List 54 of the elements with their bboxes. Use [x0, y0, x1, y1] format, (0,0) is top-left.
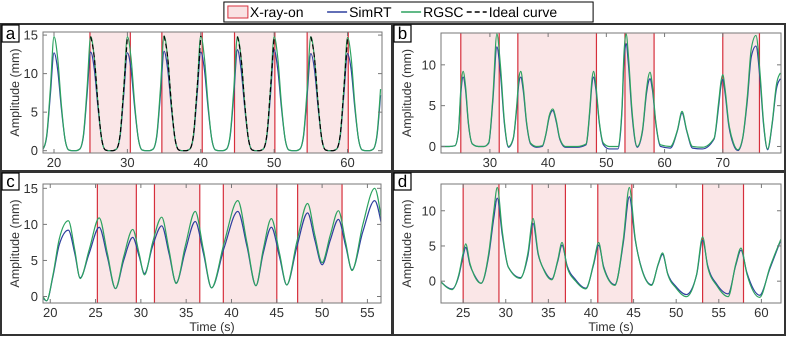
x-tick-label: 30 [498, 305, 513, 320]
y-tick-label: 10 [24, 216, 38, 232]
x-tick-label: 50 [668, 305, 684, 320]
y-tick-label: 0 [30, 143, 38, 158]
chart-title: a [6, 24, 16, 43]
x-tick-label: 60 [657, 155, 672, 170]
x-tick-label: 60 [754, 305, 769, 320]
x-tick-label: 60 [340, 155, 355, 170]
x-tick-label: 30 [120, 155, 135, 170]
x-tick-label: 50 [599, 155, 614, 170]
x-axis-title: Time (s) [189, 320, 235, 334]
x-tick-label: 20 [46, 155, 62, 170]
x-tick-label: 45 [626, 305, 641, 320]
y-axis-title: Amplitude (mm) [400, 199, 414, 288]
y-tick-label: 0 [30, 289, 38, 304]
x-tick-label: 35 [541, 305, 556, 320]
y-tick-label: 5 [30, 104, 38, 120]
x-tick-label: 30 [482, 155, 498, 170]
legend-label: RGSC [423, 4, 464, 20]
x-tick-label: 35 [178, 305, 194, 320]
x-tick-label: 40 [224, 305, 239, 320]
y-axis-title: Amplitude (mm) [8, 199, 22, 288]
y-axis-title: Amplitude (mm) [400, 48, 414, 138]
chart-title: c [6, 172, 16, 191]
y-tick-label: 10 [422, 57, 436, 72]
chart-title: d [398, 172, 408, 191]
y-axis-title: Amplitude (mm) [8, 48, 22, 137]
x-tick-label: 40 [584, 305, 598, 320]
x-tick-label: 25 [88, 305, 103, 320]
y-tick-label: 15 [24, 180, 38, 196]
x-tick-label: 20 [43, 305, 58, 320]
y-tick-label: 0 [428, 138, 436, 154]
legend-label: SimRT [349, 4, 392, 20]
x-tick-label: 25 [456, 305, 470, 320]
y-tick-label: 0 [428, 274, 436, 289]
chart-title: b [398, 24, 408, 43]
x-axis-title: Time (s) [588, 320, 634, 334]
y-tick-label: 5 [428, 98, 436, 114]
x-tick-label: 55 [712, 305, 726, 320]
x-tick-label: 70 [716, 155, 730, 170]
x-tick-label: 50 [314, 305, 330, 320]
y-tick-label: 5 [30, 252, 38, 268]
x-tick-label: 40 [540, 155, 556, 170]
y-tick-label: 10 [24, 66, 38, 82]
x-tick-label: 50 [266, 155, 282, 170]
y-tick-label: 15 [24, 28, 38, 43]
y-tick-label: 10 [422, 203, 436, 218]
y-tick-label: 5 [428, 238, 436, 254]
x-tick-label: 55 [360, 305, 375, 320]
legend-label: X-ray-on [250, 4, 304, 20]
x-tick-label: 40 [194, 155, 208, 170]
legend-label: Ideal curve [488, 4, 558, 20]
x-tick-label: 45 [270, 305, 284, 320]
x-tick-label: 30 [134, 305, 148, 320]
